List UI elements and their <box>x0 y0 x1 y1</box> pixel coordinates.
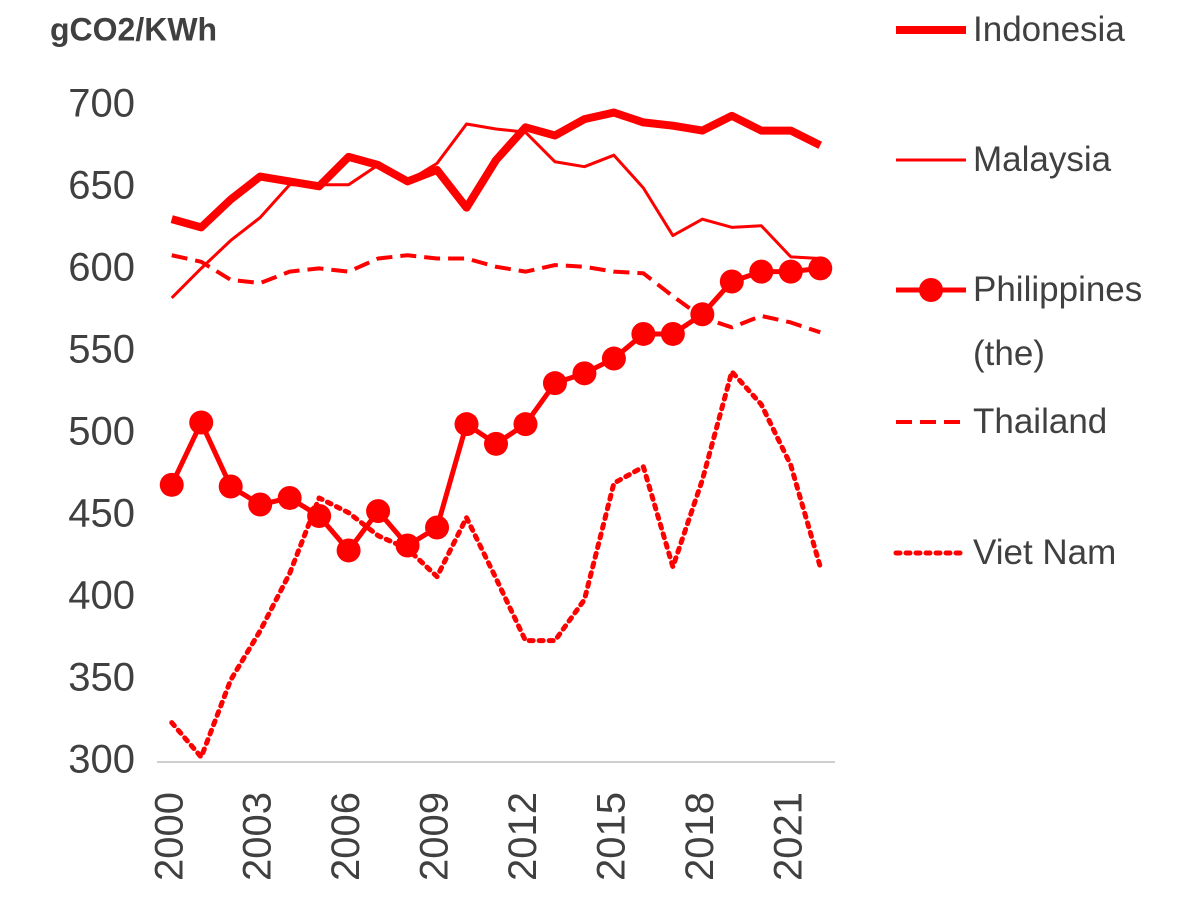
marker <box>542 371 567 396</box>
y-tick-label: 600 <box>68 246 135 290</box>
legend-label: Malaysia <box>973 140 1112 179</box>
y-tick-label: 700 <box>68 82 135 126</box>
marker <box>218 474 243 499</box>
y-tick-label: 300 <box>68 738 135 782</box>
x-tick-label: 2009 <box>413 792 457 881</box>
marker <box>189 410 214 435</box>
series-line <box>170 122 821 299</box>
y-tick-label: 500 <box>68 410 135 454</box>
y-tick-label: 650 <box>68 164 135 208</box>
marker <box>631 321 656 346</box>
marker <box>277 485 302 510</box>
y-tick-label: 550 <box>68 328 135 372</box>
marker <box>248 492 273 517</box>
marker <box>366 499 391 524</box>
marker <box>601 346 626 371</box>
y-tick-label: 450 <box>68 492 135 536</box>
marker <box>719 269 744 294</box>
marker <box>425 515 450 540</box>
legend-marker <box>919 278 943 302</box>
marker <box>808 256 833 281</box>
marker <box>336 538 361 563</box>
x-tick-label: 2018 <box>678 792 722 881</box>
x-tick-label: 2006 <box>324 792 368 881</box>
marker <box>572 361 597 386</box>
x-tick-label: 2003 <box>236 792 280 881</box>
series-line <box>171 253 821 335</box>
legend-label: Thailand <box>973 402 1108 441</box>
marker <box>660 321 685 346</box>
x-tick-label: 2000 <box>147 792 191 881</box>
marker <box>159 472 184 497</box>
legend-label: Viet Nam <box>973 533 1117 572</box>
y-axis-title: gCO2/KWh <box>50 11 217 47</box>
x-tick-label: 2015 <box>589 792 633 881</box>
marker <box>749 259 774 284</box>
x-tick-label: 2021 <box>766 792 810 881</box>
marker <box>484 431 508 456</box>
series-line <box>169 369 823 760</box>
x-tick-label: 2012 <box>501 792 545 881</box>
marker <box>307 504 332 528</box>
marker <box>513 412 538 437</box>
y-tick-label: 350 <box>68 656 135 700</box>
legend-label: Indonesia <box>973 10 1125 49</box>
series-line <box>170 108 823 232</box>
marker <box>778 259 803 284</box>
marker <box>690 302 715 327</box>
y-tick-label: 400 <box>68 574 135 618</box>
marker <box>454 412 479 437</box>
legend-label: Philippines (the) <box>973 270 1143 373</box>
